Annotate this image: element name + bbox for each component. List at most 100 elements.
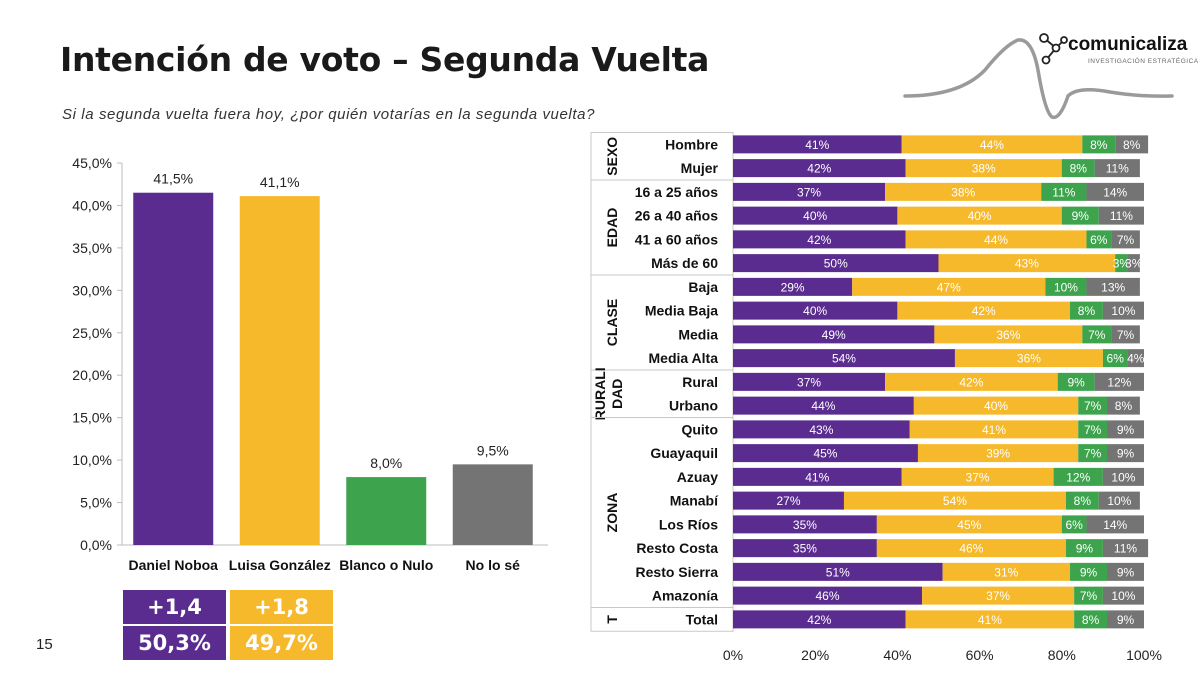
segment-label: 35% — [793, 542, 817, 556]
segment-label: 9% — [1076, 542, 1094, 556]
segment-label: 44% — [811, 399, 835, 413]
bar-segment — [1098, 491, 1140, 510]
bar-segment — [1107, 562, 1144, 581]
x-tick-label: 40% — [883, 647, 911, 663]
bar-segment — [901, 135, 1083, 154]
segment-label: 38% — [972, 162, 996, 176]
noboa-share: 50,3% — [123, 626, 226, 660]
segment-label: 8% — [1082, 613, 1100, 627]
segment-label: 35% — [793, 518, 817, 532]
segment-label: 50% — [824, 257, 848, 271]
bar-segment — [733, 372, 886, 391]
logo-tagline: INVESTIGACIÓN ESTRATÉGICA — [1088, 58, 1199, 65]
bar-segment — [885, 182, 1042, 201]
segment-label: 40% — [968, 209, 992, 223]
bar-segment — [733, 206, 898, 225]
bar-segment — [733, 491, 844, 510]
bar-segment — [1127, 254, 1140, 273]
bar-segment — [1057, 372, 1095, 391]
segment-label: 27% — [776, 494, 800, 508]
data-label: 9,5% — [477, 442, 509, 458]
group-label: T — [604, 615, 620, 624]
bar-segment — [1061, 159, 1095, 178]
bar-segment — [876, 515, 1062, 534]
bar-segment — [852, 277, 1046, 296]
bar-segment — [1070, 562, 1108, 581]
bar-segment — [1094, 372, 1144, 391]
row-label: Azuay — [677, 469, 718, 485]
segment-label: 3% — [1125, 257, 1143, 271]
row-label: Urbano — [669, 398, 718, 414]
bar-segment — [1102, 349, 1128, 368]
row-label: Rural — [682, 374, 718, 390]
segment-label: 40% — [803, 209, 827, 223]
bar-segment — [1065, 539, 1103, 558]
bar-segment — [922, 586, 1075, 605]
group-label: SEXO — [604, 137, 620, 176]
bar-segment — [1127, 349, 1144, 368]
segment-label: 54% — [832, 352, 856, 366]
segment-label: 36% — [996, 328, 1020, 342]
y-tick-label: 15,0% — [72, 410, 112, 426]
row-label: Guayaquil — [650, 445, 718, 461]
data-label: 41,5% — [153, 171, 193, 187]
segment-label: 8% — [1123, 138, 1141, 152]
bar-segment — [1082, 325, 1112, 344]
row-label: Manabí — [670, 493, 719, 509]
x-tick-label: 100% — [1126, 647, 1162, 663]
bar-segment — [938, 254, 1116, 273]
segment-label: 37% — [797, 185, 821, 199]
segment-label: 42% — [807, 233, 831, 247]
segment-label: 41% — [805, 138, 829, 152]
segment-label: 10% — [1054, 280, 1078, 294]
bar-segment — [733, 420, 910, 439]
row-label: Más de 60 — [651, 255, 718, 271]
segment-label: 36% — [1017, 352, 1041, 366]
segment-label: 9% — [1072, 209, 1090, 223]
group-label: RURALIDAD — [592, 367, 625, 420]
y-tick-label: 0,0% — [80, 537, 112, 553]
segment-label: 7% — [1088, 328, 1106, 342]
bar-segment — [1102, 539, 1149, 558]
segment-label: 8% — [1090, 138, 1108, 152]
segment-label: 9% — [1117, 613, 1135, 627]
bar-segment — [1098, 206, 1144, 225]
data-label: 41,1% — [260, 174, 300, 190]
bar-segment — [1086, 277, 1140, 296]
bar-segment — [1078, 420, 1108, 439]
network-icon — [1039, 33, 1068, 65]
gonzalez-change: +1,8 — [230, 590, 333, 624]
bar-segment — [909, 420, 1079, 439]
segment-label: 11% — [1052, 185, 1075, 199]
row-label: 26 a 40 años — [635, 208, 718, 224]
y-tick-label: 45,0% — [72, 155, 112, 171]
x-tick-label: 60% — [966, 647, 994, 663]
bar-segment — [917, 444, 1079, 463]
bar-segment — [1107, 444, 1144, 463]
row-label: Mujer — [681, 160, 719, 176]
bar-segment — [733, 230, 906, 249]
bar-segment — [733, 135, 902, 154]
bar — [133, 192, 214, 545]
segment-label: 10% — [1111, 304, 1135, 318]
group-label: CLASE — [604, 299, 620, 346]
bar-segment — [905, 610, 1075, 629]
y-tick-label: 25,0% — [72, 325, 112, 341]
bar-segment — [1102, 301, 1144, 320]
segment-label: 8% — [1070, 162, 1088, 176]
segment-label: 7% — [1084, 447, 1102, 461]
segment-label: 42% — [972, 304, 996, 318]
segment-label: 6% — [1065, 518, 1083, 532]
bar-segment — [1107, 610, 1144, 629]
bar-segment — [733, 515, 877, 534]
segment-label: 11% — [1106, 162, 1129, 176]
bar-segment — [1086, 182, 1144, 201]
bar-segment — [1111, 230, 1140, 249]
row-label: Amazonía — [652, 588, 718, 604]
x-tick-label: 20% — [801, 647, 829, 663]
category-label: Blanco o Nulo — [339, 557, 433, 573]
segment-label: 11% — [1110, 209, 1133, 223]
y-tick-label: 35,0% — [72, 240, 112, 256]
segment-label: 8% — [1074, 494, 1092, 508]
segment-label: 41% — [805, 470, 829, 484]
